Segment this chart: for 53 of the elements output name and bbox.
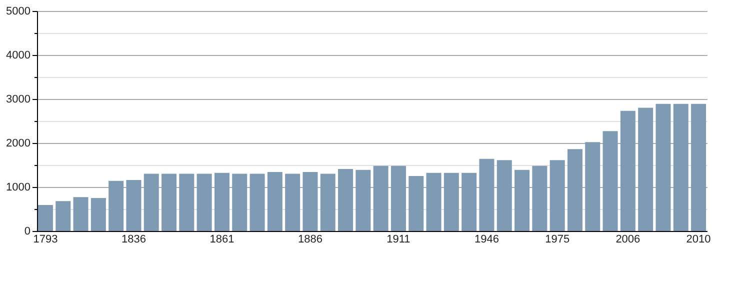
bar bbox=[56, 201, 71, 231]
x-tick-label: 1836 bbox=[121, 234, 146, 246]
bar bbox=[320, 174, 336, 231]
y-tick-label: 3000 bbox=[6, 94, 30, 106]
x-tick-label: 1861 bbox=[210, 234, 234, 246]
bar bbox=[250, 174, 265, 231]
bar bbox=[144, 174, 159, 231]
bar bbox=[479, 158, 494, 231]
bar bbox=[462, 172, 477, 231]
y-tick-label: 5000 bbox=[6, 6, 30, 18]
bar bbox=[532, 166, 548, 231]
bar bbox=[232, 174, 248, 231]
bar bbox=[656, 104, 671, 231]
bar bbox=[179, 174, 194, 231]
bar bbox=[638, 108, 654, 231]
bar bbox=[285, 174, 300, 231]
x-tick-label: 1886 bbox=[298, 234, 322, 246]
x-tick-label: 1911 bbox=[386, 234, 410, 246]
bar bbox=[373, 166, 388, 231]
bar bbox=[408, 176, 424, 231]
bar bbox=[214, 172, 230, 231]
bar bbox=[338, 168, 354, 231]
bar bbox=[567, 149, 582, 231]
bar bbox=[426, 172, 442, 231]
bar bbox=[620, 110, 636, 231]
x-tick-label: 2006 bbox=[616, 234, 640, 246]
x-tick-label: 1793 bbox=[33, 234, 58, 246]
y-tick-label: 2000 bbox=[6, 138, 30, 150]
bar bbox=[602, 131, 618, 231]
bar bbox=[496, 160, 512, 231]
bar bbox=[267, 172, 282, 231]
y-tick-label: 4000 bbox=[6, 50, 30, 62]
bar bbox=[38, 205, 53, 231]
x-tick-label: 1946 bbox=[474, 234, 499, 246]
bar bbox=[691, 104, 706, 231]
bar bbox=[550, 160, 565, 231]
bar bbox=[302, 172, 318, 231]
y-tick-label: 0 bbox=[24, 226, 30, 238]
bar bbox=[390, 166, 406, 231]
bar bbox=[444, 172, 459, 231]
bar bbox=[126, 180, 142, 231]
bar bbox=[162, 174, 177, 231]
x-tick-label: 1975 bbox=[545, 234, 570, 246]
bar bbox=[196, 174, 212, 231]
x-tick-label: 2010 bbox=[686, 234, 711, 246]
bar bbox=[90, 198, 106, 231]
bar bbox=[73, 197, 88, 231]
bar bbox=[673, 104, 688, 231]
bar bbox=[585, 142, 600, 231]
y-tick-label: 1000 bbox=[6, 182, 30, 194]
bar bbox=[108, 180, 124, 231]
bar bbox=[356, 170, 371, 231]
bar bbox=[514, 170, 530, 231]
